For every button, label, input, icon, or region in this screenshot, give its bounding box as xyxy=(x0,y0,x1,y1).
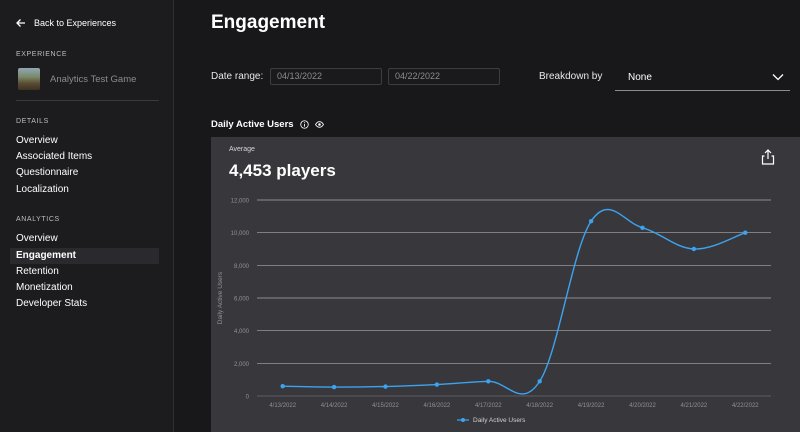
sidebar-item-engagement[interactable]: Engagement xyxy=(10,248,159,264)
data-point xyxy=(383,384,388,389)
x-tick-label: 4/16/2022 xyxy=(424,403,451,409)
series-line xyxy=(282,208,746,395)
x-tick-label: 4/15/2022 xyxy=(372,403,399,409)
info-icon[interactable] xyxy=(299,120,309,129)
main-content: Engagement Date range: 04/13/2022 04/22/… xyxy=(175,0,800,432)
y-tick-label: 10,000 xyxy=(231,231,250,237)
date-range-label: Date range: xyxy=(211,71,264,82)
experience-thumbnail xyxy=(18,68,40,90)
data-point xyxy=(486,379,491,384)
data-point xyxy=(640,225,645,230)
data-point xyxy=(588,219,594,224)
breakdown-select[interactable]: None xyxy=(615,64,790,91)
page-title: Engagement xyxy=(211,12,326,33)
x-tick-label: 4/21/2022 xyxy=(681,403,708,409)
legend-label: Daily Active Users xyxy=(473,417,526,424)
x-tick-label: 4/22/2022 xyxy=(732,403,759,409)
start-date-field[interactable]: 04/13/2022 xyxy=(270,68,382,85)
sidebar: Back to Experiences EXPERIENCE Analytics… xyxy=(0,0,174,432)
y-tick-label: 2,000 xyxy=(234,362,250,368)
y-axis-label: Daily Active Users xyxy=(217,271,224,324)
line-chart: 0 2,000 4,000 6,000 8,000 10,000 12,000 Daily A… xyxy=(217,199,771,424)
back-label: Back to Experiences xyxy=(34,18,117,28)
sidebar-item-questionnaire[interactable]: Questionnaire xyxy=(16,167,79,178)
sidebar-item-retention[interactable]: Retention xyxy=(16,266,59,277)
y-tick-label: 12,000 xyxy=(231,199,250,205)
data-point xyxy=(537,379,542,384)
chevron-down-icon xyxy=(772,74,784,81)
arrow-left-icon xyxy=(16,19,25,27)
x-tick-label: 4/17/2022 xyxy=(475,403,502,409)
sidebar-item-details-overview[interactable]: Overview xyxy=(16,135,58,146)
breakdown-value: None xyxy=(628,71,652,83)
data-point xyxy=(331,384,337,390)
sidebar-item-developer-stats[interactable]: Developer Stats xyxy=(16,298,88,309)
end-date-field[interactable]: 04/22/2022 xyxy=(388,68,500,85)
back-to-experiences-link[interactable]: Back to Experiences xyxy=(16,18,116,28)
x-tick-label: 4/14/2022 xyxy=(321,403,348,409)
legend-swatch-marker xyxy=(461,418,465,422)
y-tick-label: 4,000 xyxy=(234,329,250,335)
average-value: 4,453 players xyxy=(229,161,336,180)
analytics-section-label: ANALYTICS xyxy=(16,216,60,223)
experience-name: Analytics Test Game xyxy=(50,73,137,85)
sidebar-item-associated-items[interactable]: Associated Items xyxy=(16,151,93,162)
sidebar-item-localization[interactable]: Localization xyxy=(16,184,69,195)
eye-icon[interactable] xyxy=(314,120,324,129)
average-label: Average xyxy=(229,146,255,153)
y-tick-label: 6,000 xyxy=(234,297,250,303)
data-point xyxy=(743,230,748,235)
x-tick-label: 4/18/2022 xyxy=(526,403,553,409)
x-tick-label: 4/13/2022 xyxy=(269,403,296,409)
experience-row: Analytics Test Game xyxy=(18,68,136,90)
y-tick-label: 8,000 xyxy=(234,264,250,270)
data-point xyxy=(691,246,697,252)
sidebar-divider xyxy=(16,100,159,101)
details-section-label: DETAILS xyxy=(16,118,49,125)
section-title: Daily Active Users xyxy=(211,119,294,130)
sidebar-item-analytics-overview[interactable]: Overview xyxy=(16,233,58,244)
share-icon[interactable] xyxy=(761,149,775,165)
section-heading: Daily Active Users xyxy=(211,119,324,130)
data-point xyxy=(434,382,440,387)
y-tick-label: 0 xyxy=(246,395,250,401)
data-point xyxy=(280,384,285,389)
breakdown-label: Breakdown by xyxy=(539,71,603,82)
x-tick-label: 4/19/2022 xyxy=(578,403,605,409)
sidebar-item-monetization[interactable]: Monetization xyxy=(16,282,73,293)
x-tick-label: 4/20/2022 xyxy=(629,403,656,409)
experience-section-label: EXPERIENCE xyxy=(16,51,68,58)
chart-card: Average 4,453 players 0 2,000 4,000 6,000 8,… xyxy=(211,137,800,432)
